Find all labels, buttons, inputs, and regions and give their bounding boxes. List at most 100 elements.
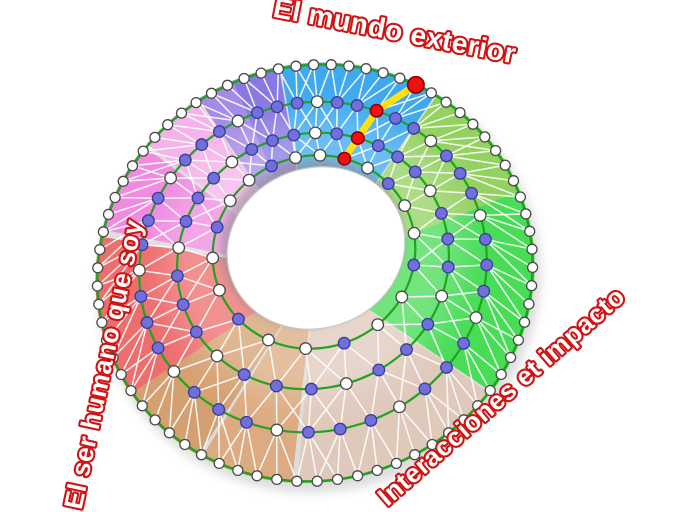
white-node-ring-4[interactable] [242,173,256,187]
purple-node-ring-2[interactable] [478,232,492,246]
purple-node-ring-2[interactable] [178,153,192,167]
purple-node-ring-2[interactable] [212,125,226,139]
purple-node-ring-2[interactable] [195,138,209,152]
white-node-ring-outer[interactable] [371,464,383,477]
purple-node-ring-2[interactable] [333,422,347,436]
white-node-ring-4[interactable] [407,226,421,240]
white-node-ring-outer[interactable] [272,63,285,75]
white-node-ring-2[interactable] [164,171,178,185]
white-node-ring-outer[interactable] [442,427,455,439]
white-node-ring-2[interactable] [270,423,284,437]
white-node-ring-outer[interactable] [175,107,188,119]
purple-node-ring-3[interactable] [170,269,184,283]
white-node-ring-outer[interactable] [325,59,337,71]
purple-node-ring-2[interactable] [151,341,165,355]
purple-node-ring-3[interactable] [176,298,190,312]
white-node-ring-outer[interactable] [149,131,161,144]
white-node-ring-4[interactable] [398,199,412,213]
purple-node-ring-3[interactable] [179,214,193,228]
white-node-ring-outer[interactable] [331,473,344,486]
white-node-ring-outer[interactable] [495,368,507,381]
purple-node-ring-2[interactable] [151,191,165,205]
purple-node-ring-3[interactable] [189,325,203,339]
purple-node-ring-2[interactable] [407,121,421,135]
white-node-ring-outer[interactable] [504,351,517,364]
purple-node-ring-4[interactable] [381,177,395,191]
white-node-ring-outer[interactable] [525,280,538,292]
purple-node-ring-4[interactable] [337,336,351,350]
white-node-ring-outer[interactable] [195,449,208,461]
white-node-ring-outer[interactable] [514,191,527,203]
white-node-ring-outer[interactable] [489,144,502,157]
path-red-node[interactable] [406,75,425,94]
white-node-ring-4[interactable] [223,194,237,208]
white-node-ring-outer[interactable] [307,59,320,71]
white-node-ring-outer[interactable] [311,475,323,487]
white-node-ring-3[interactable] [339,377,353,391]
white-node-ring-outer[interactable] [518,316,531,328]
purple-node-ring-2[interactable] [440,360,453,374]
purple-node-ring-2[interactable] [240,415,253,429]
white-node-ring-outer[interactable] [179,438,191,451]
white-node-ring-outer[interactable] [454,106,466,119]
purple-node-ring-2[interactable] [350,99,364,112]
purple-node-ring-4[interactable] [210,220,224,234]
white-node-ring-outer[interactable] [96,316,108,329]
white-node-ring-outer[interactable] [190,96,202,109]
white-node-ring-4[interactable] [313,148,327,162]
white-node-ring-4[interactable] [299,342,313,356]
white-node-ring-3[interactable] [435,289,449,303]
white-node-ring-outer[interactable] [238,72,250,85]
purple-node-ring-2[interactable] [389,111,402,125]
purple-node-ring-3[interactable] [434,206,448,220]
purple-node-ring-2[interactable] [439,149,453,163]
white-node-ring-2[interactable] [310,95,324,109]
purple-node-ring-2[interactable] [270,100,284,114]
white-node-ring-2[interactable] [393,400,406,414]
purple-node-ring-2[interactable] [290,96,304,110]
purple-node-ring-4[interactable] [231,312,245,326]
white-node-ring-outer[interactable] [213,457,225,470]
white-node-ring-outer[interactable] [100,334,113,346]
white-node-ring-outer[interactable] [526,261,539,274]
white-node-ring-outer[interactable] [221,79,234,91]
white-node-ring-outer[interactable] [360,63,372,75]
white-node-ring-2[interactable] [167,365,181,378]
white-node-ring-outer[interactable] [109,191,121,204]
white-node-ring-outer[interactable] [479,131,491,143]
purple-node-ring-2[interactable] [141,214,155,228]
white-node-ring-outer[interactable] [343,60,355,72]
purple-node-ring-2[interactable] [418,382,432,396]
white-node-ring-2[interactable] [424,134,438,148]
white-node-ring-2[interactable] [469,311,483,325]
white-node-ring-outer[interactable] [526,243,538,255]
white-node-ring-outer[interactable] [440,96,452,108]
white-node-ring-4[interactable] [206,251,220,265]
path-red-node[interactable] [337,151,352,166]
purple-node-ring-2[interactable] [134,289,148,303]
purple-node-ring-2[interactable] [453,166,467,180]
white-node-ring-outer[interactable] [394,72,406,84]
white-node-ring-outer[interactable] [93,298,105,310]
purple-node-ring-2[interactable] [480,258,494,272]
purple-node-ring-2[interactable] [187,385,201,399]
purple-node-ring-3[interactable] [372,363,386,377]
white-node-ring-outer[interactable] [102,208,115,221]
white-node-ring-outer[interactable] [92,262,104,274]
white-node-ring-2[interactable] [473,208,487,222]
purple-node-ring-2[interactable] [301,425,315,439]
white-node-ring-outer[interactable] [136,400,148,412]
white-node-ring-outer[interactable] [251,470,263,482]
white-node-ring-outer[interactable] [255,67,267,79]
purple-node-ring-3[interactable] [266,134,279,148]
white-node-ring-3[interactable] [172,241,186,255]
white-node-ring-outer[interactable] [458,414,470,426]
purple-node-ring-4[interactable] [265,159,278,173]
purple-node-ring-3[interactable] [237,368,251,382]
white-node-ring-4[interactable] [212,283,226,297]
purple-node-ring-2[interactable] [135,238,149,252]
purple-node-ring-2[interactable] [140,316,154,330]
white-node-ring-4[interactable] [289,151,302,165]
white-node-ring-outer[interactable] [523,298,535,310]
purple-node-ring-2[interactable] [330,96,344,109]
